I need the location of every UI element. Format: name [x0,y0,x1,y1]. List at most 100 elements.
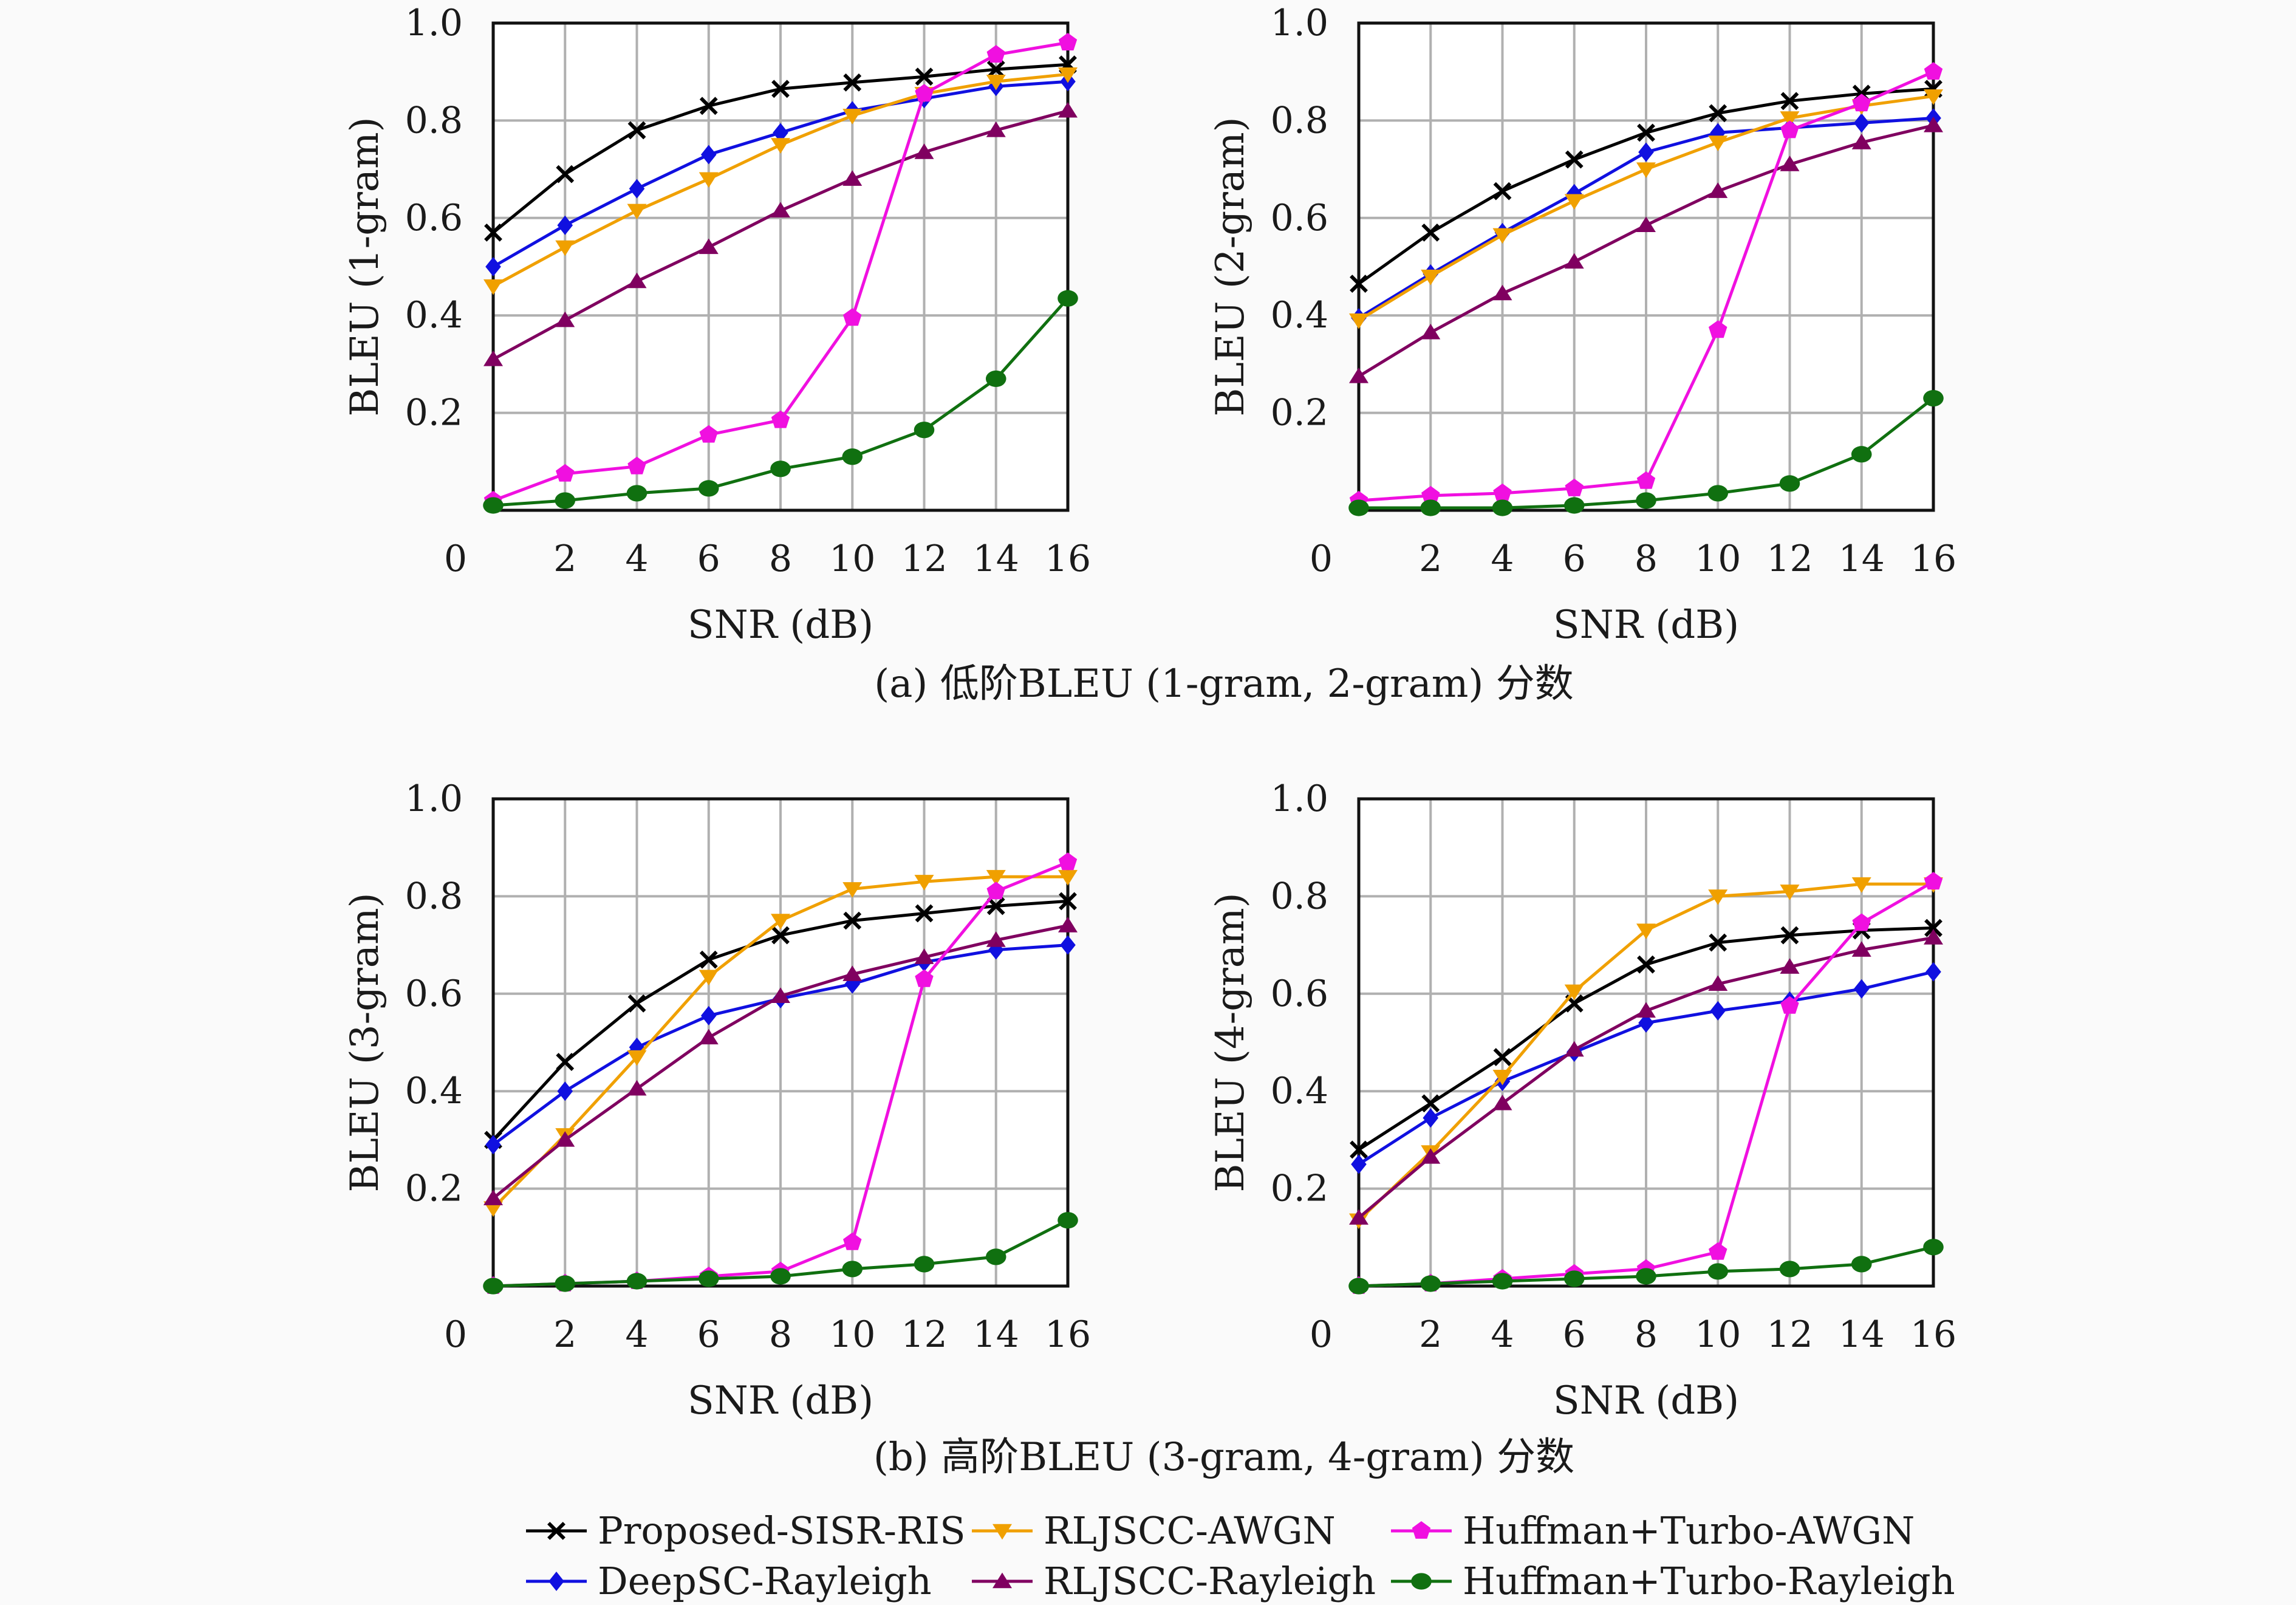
panels-layer: 0 2 4 6 8 10 12 14 16 0.2 0.4 0.6 0.8 1.0 SNR (dB) BLEU… [343,2,1956,1423]
data-point [1564,1041,1584,1057]
series-rljscc-rayleigh [483,101,1078,366]
y-tick-label: 0.2 [1271,1168,1328,1210]
x-tick-label: 12 [901,538,947,580]
data-point [770,460,791,477]
y-tick-label: 0.4 [1271,1070,1328,1112]
data-point [1636,1002,1656,1018]
y-tick-label: 0.2 [405,392,463,434]
y-tick-label: 0.2 [1271,392,1328,434]
data-point [627,121,646,140]
y-tick-label: 0.8 [405,875,463,917]
series-huffman-turbo-rayleigh [483,290,1078,514]
data-point [484,223,502,242]
y-tick-label: 1.0 [405,2,463,44]
x-tick-label: 6 [697,538,720,580]
data-point [771,914,790,929]
data-point [557,215,573,235]
x-tick-label: 12 [1766,538,1813,580]
x-axis-label: SNR (dB) [1553,1378,1739,1423]
data-point [1637,955,1655,974]
x-tick-label: 16 [1910,1313,1956,1356]
x-tick-label: 14 [1839,538,1885,580]
data-point [698,480,719,497]
data-point [1565,478,1584,496]
chart-panel-2: 0 2 4 6 8 10 12 14 16 0.2 0.4 0.6 0.8 1.0 SNR (dB) BLEU… [1208,2,1956,648]
data-point [1563,1270,1585,1287]
series-proposed-sisr-ris [484,55,1077,242]
y-axis-label: BLEU (2-gram) [1208,117,1253,416]
data-point [1780,92,1799,111]
x-tick-label: 4 [625,1313,648,1356]
data-point [1852,913,1871,931]
data-point [627,204,647,220]
data-point [1708,975,1728,991]
data-point [1924,117,1943,132]
y-tick-label: 0.6 [1271,973,1328,1015]
data-point [483,350,503,366]
x-tick-label: 12 [1766,1313,1813,1356]
data-point [1349,1209,1368,1225]
y-tick-label: 0.6 [405,197,463,239]
y-tick-label: 0.8 [1271,875,1328,917]
series-huffman-turbo-rayleigh [483,1212,1078,1295]
data-point [771,926,790,945]
data-point [483,1201,503,1217]
data-point [1564,253,1584,269]
data-point [627,272,647,289]
data-point [1708,889,1728,905]
x-axis-label: SNR (dB) [688,603,873,648]
data-point [1421,1148,1441,1164]
plot-frame [1357,797,1935,1288]
data-point [1638,1013,1654,1033]
data-point [842,882,863,898]
data-point [483,497,504,514]
y-tick-label: 0.6 [405,973,463,1015]
y-axis-label: BLEU (1-gram) [343,117,388,416]
data-point [1708,135,1728,151]
data-point [1058,101,1078,118]
data-point [699,1028,719,1045]
data-point [1708,182,1728,198]
data-point [699,950,718,969]
data-point [915,969,934,987]
data-point [699,970,719,986]
data-point [1853,979,1870,999]
data-point [842,965,863,981]
x-tick-label: 4 [1491,538,1514,580]
plot-frame [491,797,1070,1288]
data-point [699,238,719,255]
data-point [1636,923,1656,939]
legend-label: RLJSCC-AWGN [1044,1508,1336,1553]
caption-a: (a) 低阶BLEU (1-gram, 2-gram) 分数 [874,662,1573,707]
x-tick-label: 8 [1635,538,1658,580]
data-point [626,1273,647,1290]
data-point [842,109,863,125]
data-point [1780,996,1799,1014]
data-point [986,45,1005,63]
data-point [1565,150,1584,169]
data-point [1493,483,1512,501]
data-point [627,456,646,474]
y-tick-label: 0.2 [405,1168,463,1210]
data-point [556,464,575,482]
data-point [627,1080,647,1096]
data-point [1924,919,1942,937]
legend-item-rljscc-rayleigh: RLJSCC-Rayleigh [972,1559,1376,1603]
data-point [1780,111,1800,127]
data-point [1636,492,1656,509]
x-tick-label: 8 [769,538,792,580]
data-point [1421,223,1440,242]
data-point [1421,323,1441,340]
series-rljscc-rayleigh [1349,117,1943,383]
data-point [1350,1140,1368,1159]
data-point [485,1135,501,1155]
data-point [771,80,790,98]
data-point [700,1005,717,1025]
data-point [1637,123,1655,142]
data-point [627,994,646,1013]
data-point [843,73,862,92]
data-point [843,1232,862,1250]
series-rljscc-awgn [1349,89,1943,329]
data-point [1349,313,1368,329]
data-point [1420,1275,1441,1292]
